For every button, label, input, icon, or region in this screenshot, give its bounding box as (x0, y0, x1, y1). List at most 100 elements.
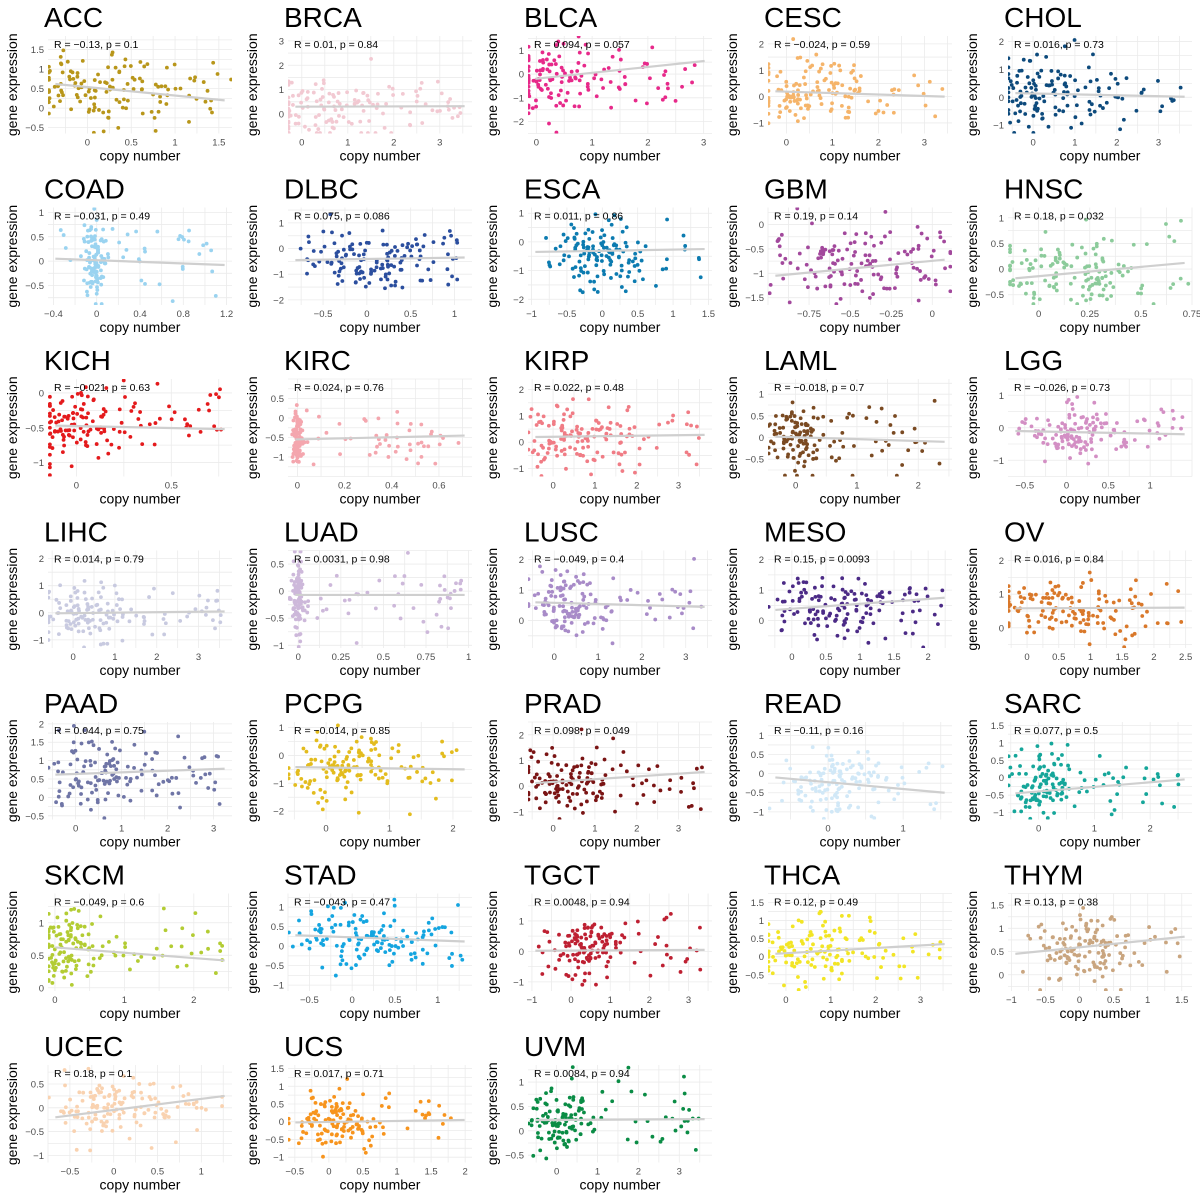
data-point (581, 245, 586, 250)
data-point (433, 927, 438, 931)
data-point (455, 277, 460, 282)
data-point (845, 794, 849, 799)
data-point (820, 584, 824, 589)
data-point (387, 942, 392, 947)
y-axis-label: gene expression (4, 548, 20, 651)
data-point (581, 453, 585, 458)
data-point (572, 765, 577, 770)
data-point (1050, 79, 1054, 83)
data-point (559, 768, 564, 773)
data-point (344, 785, 348, 790)
data-point (600, 243, 605, 248)
data-point (166, 87, 170, 92)
data-point (529, 407, 534, 412)
data-point (572, 235, 577, 240)
data-point (298, 639, 303, 644)
data-point (608, 420, 613, 425)
data-point (351, 758, 356, 762)
data-point (807, 933, 812, 938)
data-point (58, 932, 63, 936)
data-point (907, 587, 912, 591)
correlation-label: R = 0.19, p = 0.14 (774, 211, 858, 223)
data-point (299, 100, 303, 105)
data-point (105, 601, 110, 606)
data-point (426, 267, 431, 272)
y-tick-label: 0 (519, 616, 524, 627)
y-tick-label: 0 (519, 237, 524, 248)
data-point (575, 69, 580, 73)
data-point (341, 115, 346, 119)
data-point (1084, 217, 1088, 222)
data-point (576, 36, 581, 39)
data-point (73, 81, 78, 85)
data-point (896, 251, 901, 256)
data-point (606, 959, 610, 964)
data-point (805, 429, 810, 433)
regression-line (535, 601, 705, 608)
data-point (1046, 124, 1051, 129)
data-point (876, 109, 881, 113)
data-point (670, 418, 675, 423)
data-point (1093, 777, 1098, 782)
data-point (306, 599, 311, 604)
data-point (56, 769, 60, 774)
data-point (579, 269, 584, 273)
data-point (1101, 621, 1106, 625)
data-point (794, 961, 799, 966)
data-point (878, 594, 883, 599)
panel-gridlines (768, 550, 952, 648)
data-point (842, 636, 847, 641)
data-point (914, 592, 919, 597)
panel-title: PAAD (44, 688, 118, 719)
x-axis-label: copy number (100, 1005, 181, 1021)
correlation-label: R = 0.098, p = 0.049 (534, 725, 630, 737)
data-point (75, 757, 80, 762)
x-tick-label: 2 (634, 481, 639, 492)
data-point (801, 409, 806, 414)
data-point (579, 802, 584, 807)
data-point (848, 283, 853, 287)
x-tick-label: 2 (1148, 824, 1153, 835)
data-point (874, 763, 878, 768)
y-tick-label: −0.5 (265, 433, 284, 444)
correlation-label: R = −0.049, p = 0.4 (534, 554, 624, 566)
data-point (768, 95, 771, 100)
data-point (352, 913, 357, 917)
data-point (810, 473, 815, 477)
data-point (362, 417, 367, 421)
data-point (790, 584, 795, 589)
data-point (288, 930, 291, 935)
data-point (316, 127, 321, 131)
panel-gridlines (287, 893, 472, 991)
data-point (369, 748, 374, 752)
data-point (619, 598, 623, 603)
data-point (815, 637, 819, 642)
x-axis-label: copy number (580, 834, 661, 850)
data-point (161, 906, 166, 911)
data-point (683, 244, 688, 248)
data-point (98, 80, 102, 85)
data-point (76, 958, 81, 963)
data-point (1060, 445, 1065, 450)
data-point (1074, 445, 1079, 449)
x-tick-label: 0.5 (377, 652, 390, 663)
data-point (320, 807, 325, 812)
y-tick-label: 1 (999, 738, 1004, 749)
data-point (152, 115, 157, 120)
data-point (205, 402, 210, 406)
data-point (101, 129, 106, 134)
data-point (85, 620, 90, 625)
y-tick-label: 2 (519, 385, 524, 396)
data-point (804, 262, 809, 267)
data-point (337, 269, 342, 274)
data-point (845, 415, 850, 420)
data-point (1025, 783, 1030, 787)
data-point (428, 781, 433, 785)
data-point (804, 96, 809, 101)
x-tick-label: 1.5 (702, 309, 715, 320)
data-point (948, 249, 952, 254)
data-point (1019, 600, 1024, 605)
data-point (804, 93, 808, 98)
data-point (832, 769, 837, 774)
data-point (663, 95, 668, 100)
